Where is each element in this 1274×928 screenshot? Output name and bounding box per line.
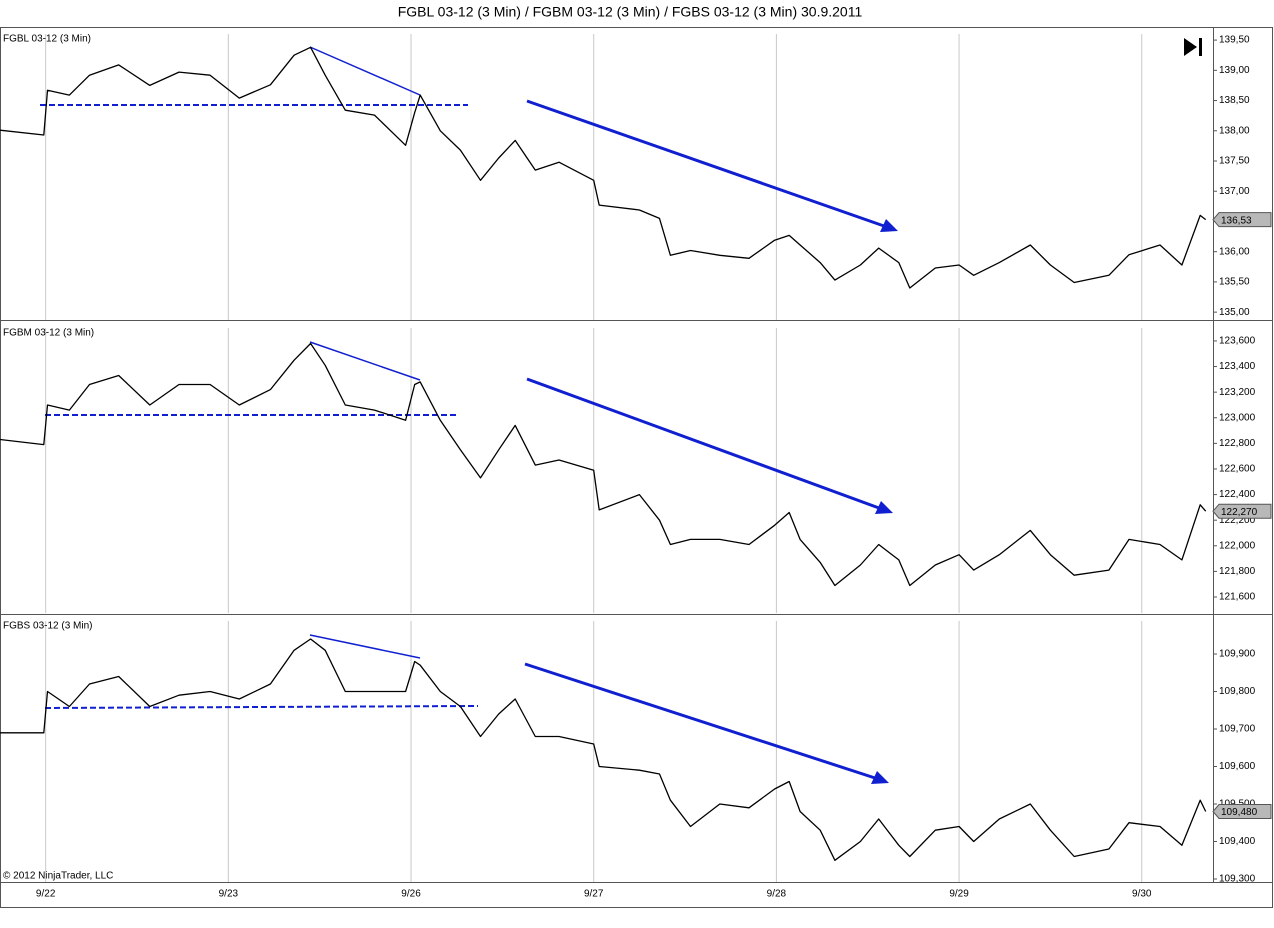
y-tick-label: 121,600	[1219, 592, 1256, 603]
last-price-label: 109,480	[1221, 807, 1258, 818]
price-line	[0, 46, 1207, 289]
y-tick-label: 138,50	[1219, 95, 1250, 106]
y-tick-label: 122,600	[1219, 464, 1256, 475]
y-tick-label: 123,600	[1219, 336, 1256, 347]
x-tick-label: 9/30	[1132, 889, 1152, 900]
panel-title: FGBS 03-12 (3 Min)	[3, 621, 92, 632]
y-tick-label: 135,50	[1219, 277, 1250, 288]
y-tick-label: 122,200	[1219, 515, 1256, 526]
y-tick-label: 122,800	[1219, 438, 1256, 449]
x-tick-label: 9/27	[584, 889, 604, 900]
arrow-head	[871, 771, 889, 784]
trend-arrow	[526, 377, 880, 510]
play-icon[interactable]	[1184, 38, 1197, 56]
y-tick-label: 137,00	[1219, 186, 1250, 197]
chart-title: FGBL 03-12 (3 Min) / FGBM 03-12 (3 Min) …	[398, 4, 863, 20]
trend-line	[309, 634, 421, 659]
y-tick-label: 139,50	[1219, 35, 1250, 46]
x-tick-label: 9/28	[767, 889, 787, 900]
x-tick-label: 9/29	[949, 889, 969, 900]
x-tick-label: 9/22	[36, 889, 56, 900]
y-tick-label: 123,400	[1219, 361, 1256, 372]
y-tick-label: 109,300	[1219, 874, 1256, 885]
x-tick-label: 9/23	[219, 889, 239, 900]
y-tick-label: 109,600	[1219, 761, 1256, 772]
trend-line	[309, 46, 421, 96]
trend-arrow	[526, 99, 885, 228]
trend-line	[309, 341, 421, 381]
y-tick-label: 137,50	[1219, 156, 1250, 167]
y-tick-label: 136,00	[1219, 246, 1250, 257]
support-line	[44, 705, 479, 709]
y-tick-label: 138,00	[1219, 125, 1250, 136]
frame	[0, 27, 1273, 908]
y-tick-label: 109,700	[1219, 724, 1256, 735]
y-tick-label: 123,000	[1219, 412, 1256, 423]
y-tick-label: 109,900	[1219, 649, 1256, 660]
panel-title: FGBL 03-12 (3 Min)	[3, 34, 91, 45]
y-tick-label: 121,800	[1219, 566, 1256, 577]
arrow-head	[880, 219, 898, 232]
y-tick-label: 109,400	[1219, 836, 1256, 847]
last-price-label: 136,53	[1221, 215, 1252, 226]
copyright: © 2012 NinjaTrader, LLC	[3, 871, 113, 882]
price-line	[0, 342, 1207, 587]
end-bar-icon[interactable]	[1199, 38, 1202, 56]
y-tick-label: 122,400	[1219, 489, 1256, 500]
price-line	[0, 638, 1207, 861]
x-tick-label: 9/26	[401, 889, 421, 900]
go-to-end-button[interactable]	[1184, 38, 1202, 56]
y-tick-label: 109,800	[1219, 686, 1256, 697]
panel-title: FGBM 03-12 (3 Min)	[3, 328, 94, 339]
arrow-head	[875, 501, 893, 514]
last-price-label: 122,270	[1221, 507, 1258, 518]
last-price-tag	[1212, 503, 1272, 519]
y-tick-label: 139,00	[1219, 65, 1250, 76]
y-tick-label: 123,200	[1219, 387, 1256, 398]
last-price-tag	[1212, 804, 1272, 819]
annotations	[40, 46, 898, 784]
trend-arrow	[524, 662, 876, 780]
last-price-tag	[1212, 212, 1272, 228]
y-tick-label: 135,00	[1219, 307, 1250, 318]
y-tick-label: 122,000	[1219, 540, 1256, 551]
